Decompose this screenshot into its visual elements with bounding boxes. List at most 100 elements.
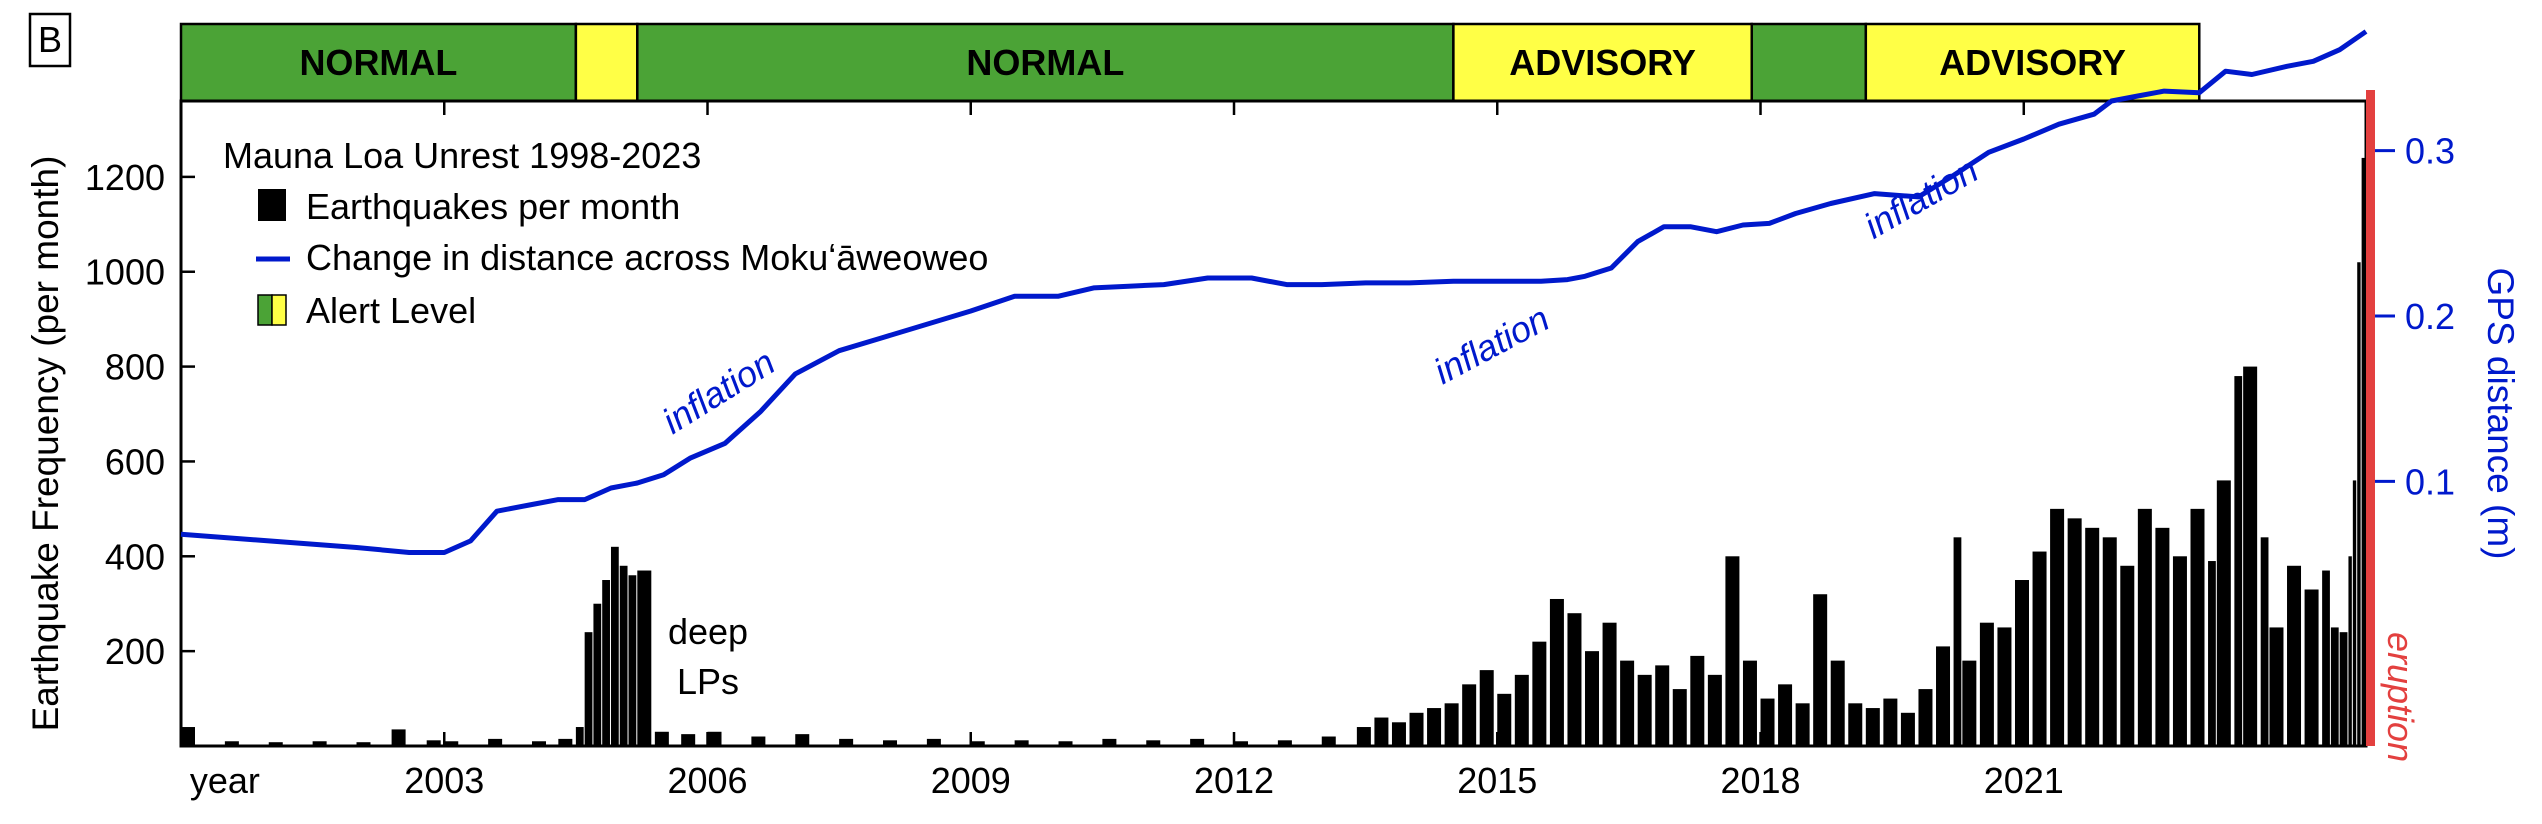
earthquake-bar bbox=[1374, 717, 1389, 746]
earthquake-bar bbox=[2348, 556, 2352, 746]
earthquake-bar bbox=[2260, 537, 2269, 746]
earthquake-bar bbox=[1234, 741, 1249, 746]
y-axis-left: 200 400 600 800 1000 1200 bbox=[85, 157, 195, 672]
earthquake-bar bbox=[883, 740, 898, 746]
earthquake-bar bbox=[1585, 651, 1600, 746]
earthquake-bar bbox=[1760, 698, 1775, 746]
earthquake-bar bbox=[2287, 565, 2302, 746]
earthquake-bar bbox=[532, 741, 547, 746]
earthquake-bar bbox=[2190, 508, 2205, 746]
earthquake-bar bbox=[602, 580, 610, 746]
earthquake-bar bbox=[637, 570, 652, 746]
eruption-marker bbox=[2366, 90, 2375, 746]
earthquake-bar bbox=[1778, 684, 1793, 746]
earthquake-bar bbox=[444, 741, 459, 746]
earthquake-bar bbox=[1690, 655, 1705, 746]
earthquake-bar bbox=[1102, 738, 1117, 746]
alert-segment-advisory bbox=[574, 22, 639, 103]
earthquake-bar bbox=[970, 741, 985, 746]
earthquake-bar bbox=[2155, 527, 2170, 746]
earthquake-bar bbox=[488, 738, 503, 746]
y-axis-right-label: GPS distance (m) bbox=[2480, 268, 2521, 560]
x-tick-label: 2015 bbox=[1457, 760, 1537, 801]
earthquake-bar bbox=[2137, 508, 2152, 746]
earthquake-bars bbox=[181, 153, 2370, 747]
earthquake-bar bbox=[2032, 551, 2047, 746]
earthquake-bar bbox=[426, 740, 441, 746]
earthquake-bar bbox=[268, 742, 283, 746]
earthquake-bar bbox=[2208, 561, 2216, 746]
earthquake-bar bbox=[593, 603, 602, 746]
earthquake-bar bbox=[2339, 632, 2348, 746]
earthquake-bar bbox=[1602, 622, 1617, 746]
alert-segment-normal bbox=[636, 22, 1455, 103]
y-axis-left-label: Earthquake Frequency (per month) bbox=[25, 156, 66, 732]
legend-item-earthquakes: Earthquakes per month bbox=[306, 186, 680, 227]
alert-segment-label: NORMAL bbox=[299, 42, 457, 83]
earthquake-bar bbox=[2216, 480, 2231, 746]
alert-segment-label: NORMAL bbox=[966, 42, 1124, 83]
legend-title: Mauna Loa Unrest 1998-2023 bbox=[223, 135, 701, 176]
earthquake-bar bbox=[584, 632, 593, 746]
earthquake-bar bbox=[1427, 708, 1442, 746]
inflation-label: inflation bbox=[1427, 297, 1556, 391]
earthquake-bar bbox=[681, 734, 696, 746]
earthquake-bar bbox=[575, 727, 584, 746]
panel-label: B bbox=[38, 19, 62, 60]
earthquake-bar bbox=[1514, 674, 1529, 746]
alert-segment-advisory bbox=[1452, 22, 1753, 103]
alert-segment-advisory bbox=[1864, 22, 2201, 103]
earthquake-bar bbox=[1813, 594, 1828, 746]
earthquake-bar bbox=[2102, 537, 2117, 746]
earthquake-bar bbox=[1672, 689, 1687, 746]
earthquake-bar bbox=[839, 738, 854, 746]
earthquake-bar bbox=[1997, 627, 2012, 746]
alert-segment-label: ADVISORY bbox=[1509, 42, 1696, 83]
eruption-label: eruption bbox=[2380, 632, 2421, 762]
earthquake-bar bbox=[558, 738, 573, 746]
earthquake-bar bbox=[224, 741, 239, 746]
alert-segment-normal bbox=[179, 22, 578, 103]
earthquake-bar bbox=[1918, 689, 1933, 746]
y-left-tick-label: 1000 bbox=[85, 252, 165, 293]
earthquake-bar bbox=[1962, 660, 1977, 746]
earthquake-bar bbox=[1979, 622, 1994, 746]
inflation-label: inflation bbox=[655, 341, 782, 442]
y-left-tick-label: 800 bbox=[105, 347, 165, 388]
earthquake-bar bbox=[2352, 480, 2357, 746]
earthquake-bar bbox=[2120, 565, 2135, 746]
x-tick-label: 2003 bbox=[404, 760, 484, 801]
earthquake-bar bbox=[1883, 698, 1898, 746]
y-right-tick-label: 0.3 bbox=[2405, 131, 2455, 172]
earthquake-bar bbox=[1637, 674, 1652, 746]
y-left-tick-label: 200 bbox=[105, 631, 165, 672]
earthquake-bar bbox=[1549, 598, 1564, 746]
x-tick-label: 2021 bbox=[1984, 760, 2064, 801]
earthquake-bar bbox=[1497, 693, 1512, 746]
y-left-tick-label: 600 bbox=[105, 441, 165, 482]
earthquake-bar bbox=[1356, 727, 1371, 746]
earthquake-bar bbox=[1190, 738, 1205, 746]
x-tick-label: 2006 bbox=[667, 760, 747, 801]
earthquake-bar bbox=[610, 546, 619, 746]
y-axis-right: 0.1 0.2 0.3 bbox=[2375, 131, 2455, 502]
earthquake-bar bbox=[1865, 708, 1880, 746]
earthquake-bar bbox=[1014, 740, 1029, 746]
earthquake-bar bbox=[619, 565, 628, 746]
earthquake-bar bbox=[2067, 518, 2082, 746]
earthquake-bar bbox=[1830, 660, 1845, 746]
legend-bar-swatch bbox=[258, 189, 286, 221]
earthquake-bar bbox=[926, 738, 941, 746]
earthquake-bar bbox=[1936, 646, 1951, 746]
legend-alert-swatch-green bbox=[257, 294, 273, 326]
legend-alert-swatch-yellow bbox=[271, 294, 287, 326]
x-tick-label: 2018 bbox=[1720, 760, 1800, 801]
earthquake-bar bbox=[1742, 660, 1757, 746]
earthquake-bar bbox=[1725, 556, 1740, 746]
earthquake-bar bbox=[1462, 684, 1477, 746]
legend-item-gps: Change in distance across Mokuʻāweoweo bbox=[306, 237, 988, 278]
earthquake-bar bbox=[1795, 703, 1810, 746]
earthquake-bar bbox=[2330, 627, 2339, 746]
earthquake-bar bbox=[1900, 712, 1915, 746]
